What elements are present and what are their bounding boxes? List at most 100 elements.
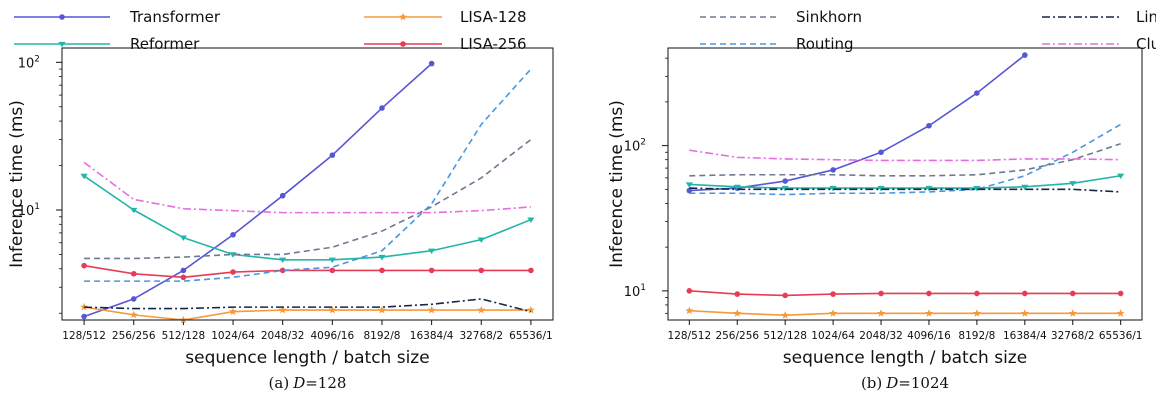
data-point-transformer [686,187,693,194]
data-point-lisa-128 [80,302,89,311]
legend-label-reformer: Reformer [130,35,200,53]
legend-label-lisa-256: LISA-256 [460,35,527,53]
legend-item-lisa-256: LISA-256 [364,35,527,53]
caption-prefix: (a) [269,374,290,392]
data-point-lisa-128 [129,310,138,319]
series-clustered [689,149,1121,162]
x-tick-label-2048-32: 2048/32 [859,330,903,342]
y-tick-exponent: 1 [34,202,40,212]
data-point-transformer [130,296,137,302]
data-point-lisa-128 [526,305,535,314]
series-lisa-128 [685,306,1125,319]
data-point-reformer [1069,181,1077,187]
plot-frame [61,47,554,321]
legend-item-transformer: Transformer [14,8,221,26]
legend-item-reformer: Reformer [14,35,200,53]
data-point-reformer [378,254,386,261]
series-line-reformer [689,174,1121,189]
x-tick-label-65536-1: 65536/1 [509,330,553,342]
series-clustered [83,161,531,214]
data-point-transformer [1022,52,1028,58]
series-transformer [81,60,435,320]
x-tick-label-16384-4: 16384/4 [410,330,454,342]
data-point-lisa-256 [528,267,534,274]
y-tick-base: 10 [18,56,35,71]
legend-label-linformer: Linformer [1136,8,1156,26]
series-linformer [84,298,532,313]
data-point-lisa-256 [1117,290,1124,297]
series-lisa-256 [686,288,1124,299]
data-point-transformer [926,122,932,129]
x-tick-label-128-512: 128/512 [62,330,106,342]
data-point-lisa-128 [972,309,981,317]
y-axis-title: Inference time (ms) [7,100,27,268]
data-point-reformer [733,184,741,191]
y-tick-label: 102 [624,138,646,155]
series-reformer [685,173,1125,192]
series-reformer [80,173,535,264]
plot-frame [667,47,1143,321]
data-point-transformer [230,231,236,238]
data-point-transformer [379,105,385,111]
data-point-reformer [781,185,789,192]
data-point-reformer [685,182,693,188]
x-tick-label-32768-2: 32768/2 [1051,330,1095,342]
x-tick-label-32768-2: 32768/2 [459,330,503,342]
data-point-lisa-256 [379,267,385,274]
data-point-lisa-256 [180,274,187,281]
data-point-transformer [830,167,836,173]
data-point-lisa-256 [81,262,87,269]
data-point-lisa-128 [377,305,386,314]
data-point-reformer [877,185,885,192]
x-tick-label-512-128: 512/128 [763,330,807,342]
data-point-lisa-128 [1116,309,1125,317]
series-line-transformer [689,54,1026,192]
legend-label-clustered: Clustered [1136,35,1156,53]
legend-label-transformer: Transformer [129,8,221,26]
data-point-reformer [925,185,933,192]
data-point-lisa-256 [230,269,236,275]
series-routing [84,68,532,282]
series-line-clustered [83,161,531,214]
data-point-lisa-256 [782,292,788,299]
data-point-lisa-256 [686,288,693,294]
x-tick-label-8192-8: 8192/8 [958,330,995,342]
legend-label-sinkhorn: Sinkhorn [796,8,862,26]
caption-value: =128 [305,374,346,392]
legend-item-clustered: Clustered [1042,35,1156,53]
x-tick-label-512-128: 512/128 [162,330,206,342]
data-point-transformer [81,313,87,320]
data-point-reformer [229,252,237,258]
series-line-linformer [84,298,532,313]
series-line-transformer [83,63,433,318]
data-point-lisa-128 [477,305,486,314]
data-point-transformer [782,178,788,184]
series-transformer [686,52,1028,194]
legend-item-linformer: Linformer [1042,8,1156,26]
series-lisa-256 [81,262,534,281]
legend-label-lisa-128: LISA-128 [460,8,527,26]
legend-item-lisa-128: LISA-128 [364,8,527,26]
data-point-lisa-128 [924,309,933,317]
series-line-lisa-256 [689,290,1121,297]
caption-var: D [885,374,898,392]
x-axis-title: sequence length / batch size [783,348,1027,368]
legend-marker-lisa-128 [399,12,407,21]
data-point-lisa-256 [830,291,836,297]
legend-marker-transformer [59,14,65,20]
data-point-lisa-128 [229,307,238,316]
data-point-reformer [328,257,336,264]
data-point-lisa-256 [1022,290,1028,297]
legend-item-routing: Routing [700,35,854,53]
series-line-lisa-256 [83,264,531,279]
data-point-transformer [329,152,336,159]
legend-item-sinkhorn: Sinkhorn [700,8,862,26]
data-point-reformer [477,237,485,243]
series-line-lisa-128 [83,306,531,321]
data-point-lisa-128 [685,306,694,315]
y-tick-base: 10 [624,140,641,155]
y-tick-exponent: 1 [640,283,646,293]
data-point-reformer [279,257,287,264]
data-point-transformer [974,90,980,96]
